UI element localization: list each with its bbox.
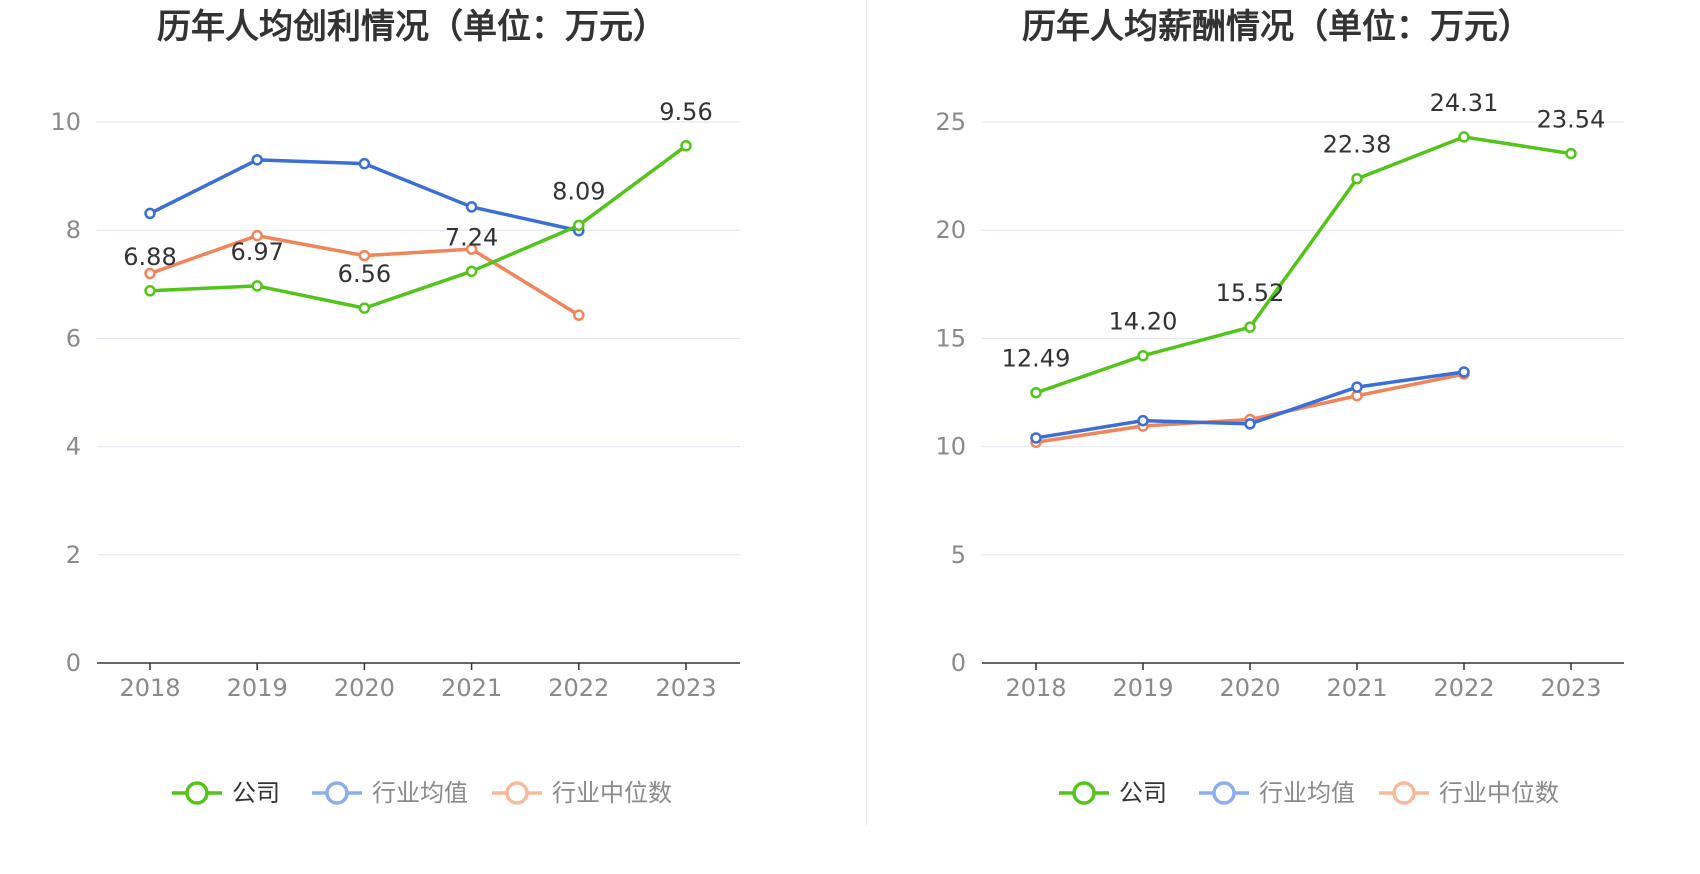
data-point-company bbox=[1244, 321, 1256, 333]
y-tick-label: 10 bbox=[50, 108, 81, 136]
data-point-company bbox=[465, 265, 478, 278]
data-label: 7.24 bbox=[445, 223, 498, 251]
series-line-company bbox=[1035, 135, 1572, 395]
legend-marker bbox=[1392, 781, 1416, 805]
legend-label: 行业均值 bbox=[1259, 779, 1355, 807]
x-tick-label: 2020 bbox=[1219, 674, 1280, 702]
data-label: 6.56 bbox=[338, 260, 391, 288]
data-point-company bbox=[1458, 131, 1470, 143]
x-tick-label: 2019 bbox=[1112, 674, 1173, 702]
x-tick-label: 2023 bbox=[1540, 674, 1601, 702]
x-tick-label: 2022 bbox=[1433, 674, 1494, 702]
data-point-company bbox=[1030, 386, 1042, 399]
legend-item-company: 公司 bbox=[172, 779, 280, 807]
x-tick-label: 2021 bbox=[441, 674, 502, 702]
legend-label: 公司 bbox=[232, 779, 280, 807]
profit-chart-svg: 历年人均创利情况（单位：万元） 0 2 4 6 8 10 2018 2019 2020 2021 20… bbox=[50, 7, 740, 807]
legend-item-company: 公司 bbox=[1059, 779, 1167, 807]
data-label: 9.56 bbox=[659, 98, 712, 126]
data-point-company bbox=[358, 302, 371, 314]
data-point-industry-median bbox=[144, 267, 156, 280]
x-tick-label: 2018 bbox=[119, 674, 180, 702]
data-point-industry-median bbox=[251, 229, 263, 242]
x-tick-label: 2020 bbox=[334, 674, 395, 702]
data-point-industry-median bbox=[358, 249, 371, 262]
chart-panel-profit: 历年人均创利情况（单位：万元） 0 2 4 6 8 10 2018 2019 2020 2021 20… bbox=[50, 7, 740, 807]
data-point-industry-avg bbox=[144, 207, 156, 220]
series-line-industry-avg bbox=[149, 158, 580, 233]
x-tick-label: 2023 bbox=[655, 674, 716, 702]
legend-item-industry-median: 行业中位数 bbox=[1379, 779, 1559, 807]
y-tick-label: 5 bbox=[951, 541, 966, 569]
legend-marker bbox=[505, 781, 529, 805]
panel-divider bbox=[866, 0, 867, 826]
data-point-company bbox=[680, 140, 692, 152]
data-point-company bbox=[251, 280, 263, 292]
data-label: 14.20 bbox=[1109, 308, 1178, 336]
chart-title: 历年人均薪酬情况（单位：万元） bbox=[1022, 7, 1532, 47]
legend-item-industry-avg: 行业均值 bbox=[312, 779, 468, 807]
data-label: 12.49 bbox=[1002, 345, 1071, 373]
data-point-industry-avg bbox=[1458, 366, 1470, 378]
legend-marker bbox=[1072, 781, 1096, 805]
data-label: 6.97 bbox=[230, 238, 283, 266]
salary-chart-svg: 历年人均薪酬情况（单位：万元） 0 5 10 15 20 25 2018 2019 2020 202… bbox=[935, 7, 1624, 807]
y-tick-label: 15 bbox=[935, 324, 966, 352]
y-tick-label: 20 bbox=[935, 216, 966, 244]
data-point-company bbox=[144, 285, 156, 297]
chart-panel-salary: 历年人均薪酬情况（单位：万元） 0 5 10 15 20 25 2018 2019 2020 202… bbox=[866, 0, 1700, 874]
x-tick-label: 2018 bbox=[1005, 674, 1066, 702]
data-label: 22.38 bbox=[1323, 131, 1392, 159]
y-tick-label: 25 bbox=[935, 108, 966, 136]
data-point-industry-avg bbox=[1244, 418, 1256, 430]
data-point-company bbox=[573, 219, 585, 232]
legend-marker bbox=[325, 781, 349, 805]
data-label: 15.52 bbox=[1216, 279, 1285, 307]
legend-marker bbox=[185, 781, 209, 805]
data-point-industry-avg bbox=[465, 201, 478, 213]
legend-item-industry-median: 行业中位数 bbox=[492, 779, 672, 807]
data-label: 24.31 bbox=[1430, 89, 1499, 117]
data-point-industry-avg bbox=[251, 154, 263, 166]
x-tick-label: 2021 bbox=[1326, 674, 1387, 702]
series-line-company bbox=[149, 144, 688, 310]
legend-label: 公司 bbox=[1119, 779, 1167, 807]
data-point-industry-avg bbox=[1030, 432, 1042, 444]
data-point-company bbox=[1351, 172, 1363, 185]
y-tick-label: 2 bbox=[66, 541, 81, 569]
data-point-company bbox=[1565, 147, 1577, 160]
y-tick-label: 8 bbox=[66, 216, 81, 244]
data-point-company bbox=[1137, 349, 1149, 362]
legend-label: 行业中位数 bbox=[1439, 779, 1559, 807]
y-tick-label: 4 bbox=[66, 433, 81, 461]
legend-label: 行业中位数 bbox=[552, 779, 672, 807]
data-point-industry-avg bbox=[358, 157, 371, 170]
data-point-industry-avg bbox=[1137, 414, 1149, 427]
y-tick-label: 0 bbox=[951, 649, 966, 677]
series-line-industry-median bbox=[1035, 372, 1465, 445]
chart-title: 历年人均创利情况（单位：万元） bbox=[157, 7, 667, 47]
legend-marker bbox=[1212, 781, 1236, 805]
data-point-industry-avg bbox=[1351, 381, 1363, 393]
y-tick-label: 0 bbox=[66, 649, 81, 677]
x-tick-label: 2022 bbox=[548, 674, 609, 702]
data-point-industry-median bbox=[465, 243, 478, 255]
data-label: 6.88 bbox=[123, 243, 176, 271]
legend-item-industry-avg: 行业均值 bbox=[1199, 779, 1355, 807]
x-tick-label: 2019 bbox=[227, 674, 288, 702]
legend-label: 行业均值 bbox=[372, 779, 468, 807]
y-tick-label: 6 bbox=[66, 324, 81, 352]
data-point-industry-median bbox=[573, 309, 585, 321]
y-tick-label: 10 bbox=[935, 433, 966, 461]
data-label: 23.54 bbox=[1537, 106, 1606, 134]
data-label: 8.09 bbox=[552, 177, 605, 205]
